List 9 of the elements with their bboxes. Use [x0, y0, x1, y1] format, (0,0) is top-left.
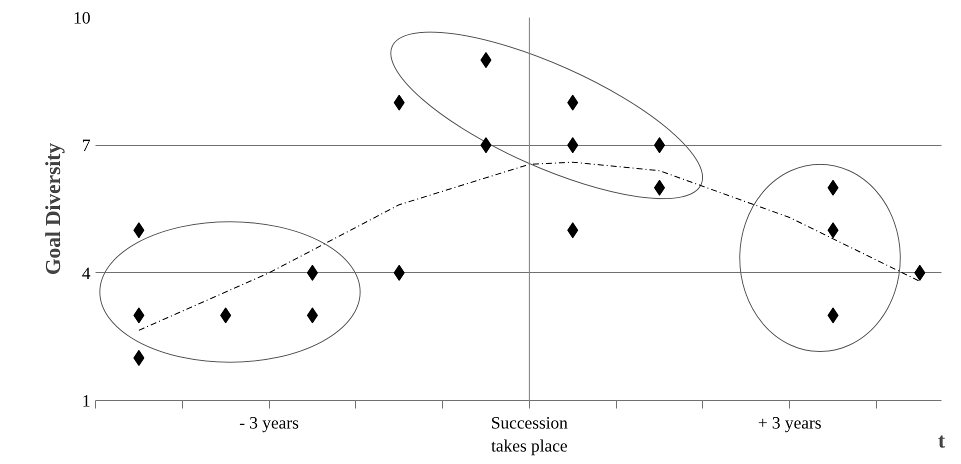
y-axis-title: Goal Diversity: [41, 142, 66, 276]
x-axis-title: t: [938, 428, 946, 452]
y-tick-label: 1: [82, 392, 91, 410]
x-tick-label: + 3 years: [758, 414, 822, 432]
x-tick-label: - 3 years: [239, 414, 300, 432]
y-tick-label: 7: [82, 136, 91, 156]
x-tick-label: Succession takes place: [490, 414, 568, 456]
y-tick-label: 4: [82, 264, 91, 283]
y-tick-label: 10: [73, 8, 90, 28]
